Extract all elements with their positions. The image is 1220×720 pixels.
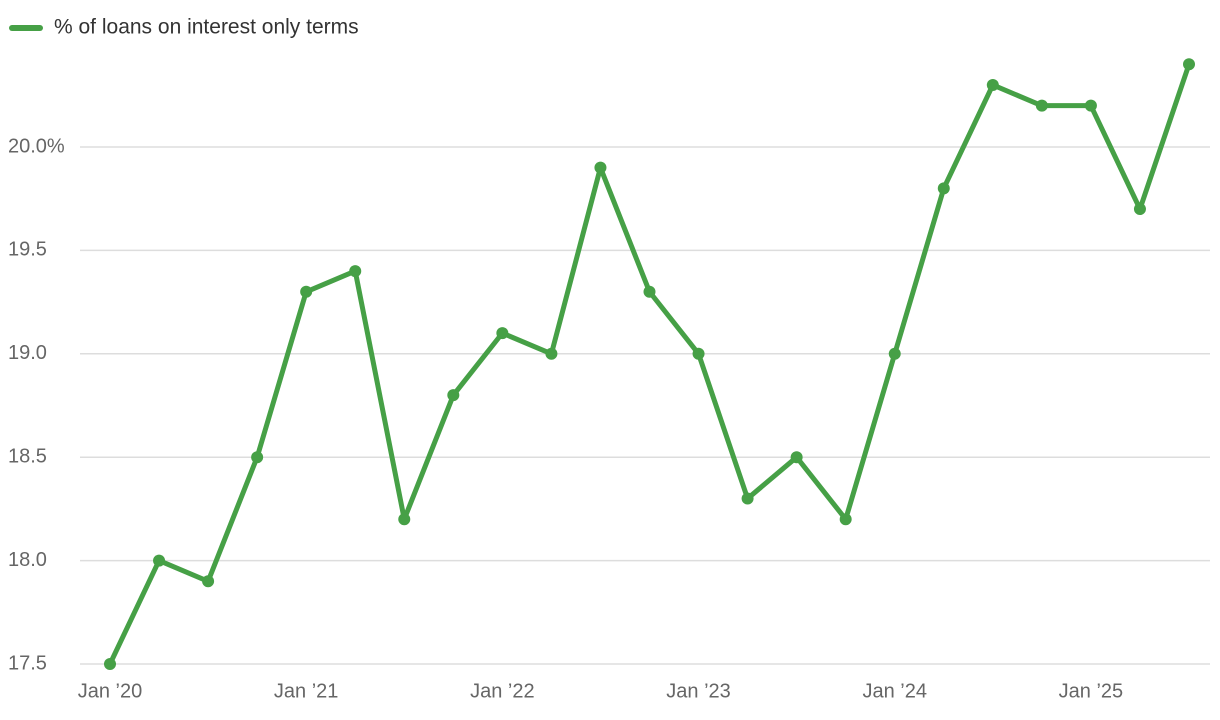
data-point <box>349 265 362 278</box>
data-line <box>107 63 1192 666</box>
y-tick-label: 19.5 <box>8 239 47 261</box>
data-point <box>398 513 411 526</box>
y-tick-label: 18.5 <box>8 445 47 467</box>
y-tick-label: 17.5 <box>8 652 47 674</box>
data-point <box>1133 203 1146 216</box>
data-point <box>986 78 999 91</box>
data-point <box>447 389 460 402</box>
data-point <box>545 347 558 360</box>
data-point <box>888 347 901 360</box>
data-point <box>1183 58 1195 71</box>
data-point <box>1035 99 1048 112</box>
x-tick-label: Jan ’24 <box>862 680 927 702</box>
legend-label: % of loans on interest only terms <box>54 16 359 39</box>
x-tick-label: Jan ’25 <box>1059 680 1124 702</box>
data-point <box>104 658 116 670</box>
y-tick-label: 18.0 <box>8 549 47 571</box>
y-tick-label: 19.0 <box>8 342 47 364</box>
y-tick-label: 20.0% <box>8 135 65 157</box>
data-point <box>692 347 705 360</box>
data-point <box>839 513 852 526</box>
x-tick-label: Jan ’21 <box>274 680 339 702</box>
x-tick-label: Jan ’20 <box>78 680 143 702</box>
data-point <box>937 182 950 195</box>
data-point <box>1084 99 1097 112</box>
data-point <box>153 554 166 567</box>
data-point <box>741 492 754 505</box>
data-point <box>496 327 509 340</box>
data-point <box>251 451 264 464</box>
data-point <box>643 285 656 298</box>
x-tick-label: Jan ’23 <box>666 680 731 702</box>
data-point <box>300 285 313 298</box>
x-tick-label: Jan ’22 <box>470 680 535 702</box>
data-point <box>202 575 215 588</box>
data-point <box>594 161 607 174</box>
data-point <box>790 451 803 464</box>
